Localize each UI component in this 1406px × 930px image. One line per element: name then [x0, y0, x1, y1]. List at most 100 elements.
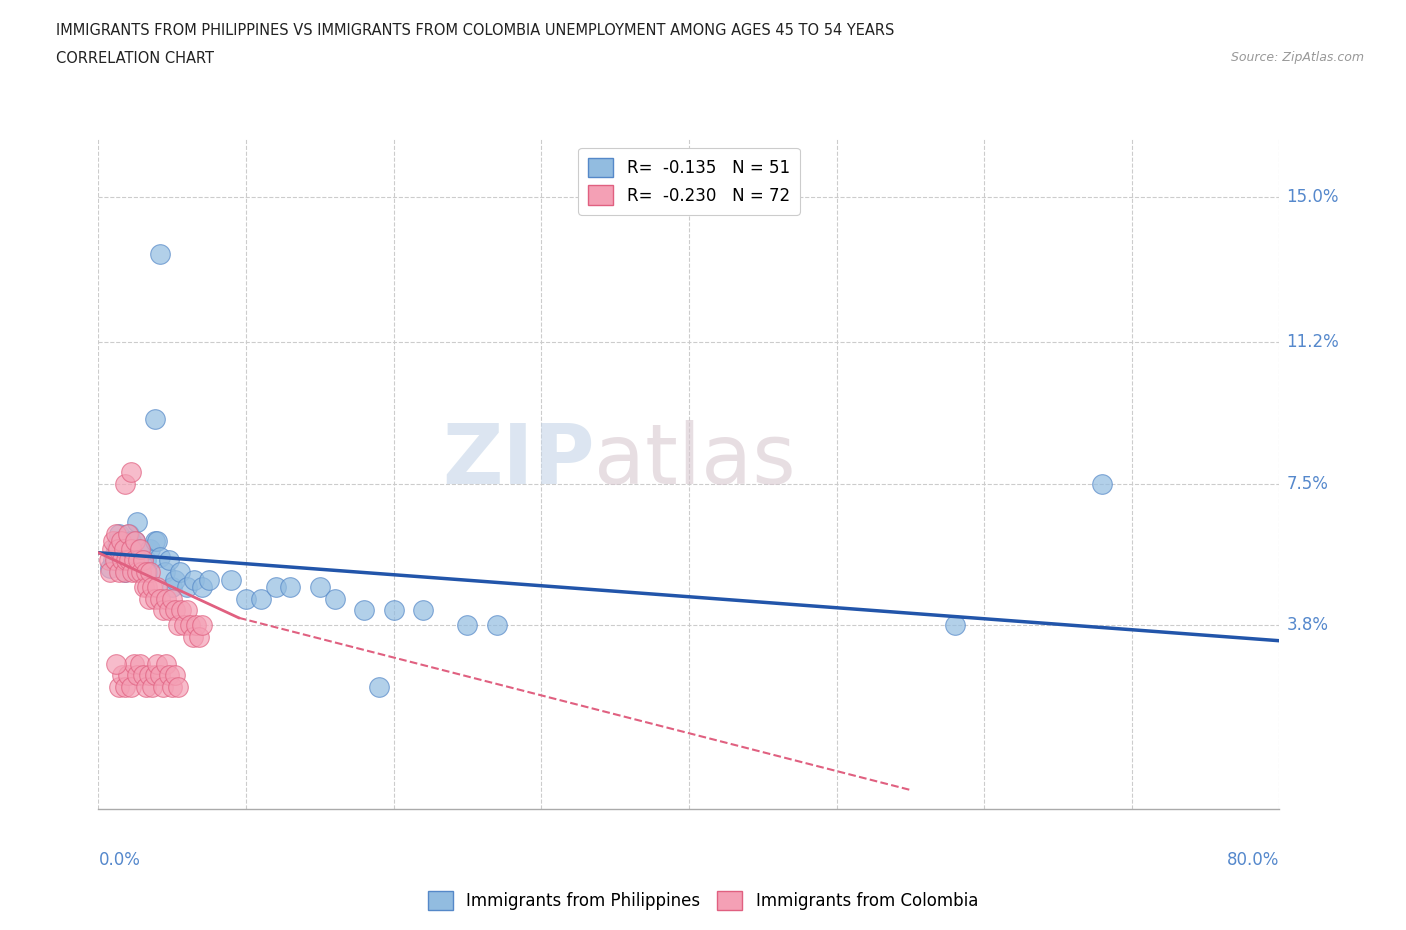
Text: 11.2%: 11.2% — [1286, 333, 1340, 352]
Point — [264, 579, 287, 594]
Point — [167, 679, 190, 694]
Point — [124, 534, 146, 549]
Point — [353, 603, 375, 618]
Point — [191, 579, 214, 594]
Point — [152, 603, 174, 618]
Point — [114, 565, 136, 579]
Point — [111, 553, 134, 568]
Point — [128, 565, 150, 579]
Point — [138, 591, 160, 606]
Point — [121, 541, 143, 556]
Point — [368, 679, 391, 694]
Text: 7.5%: 7.5% — [1286, 475, 1329, 493]
Point — [122, 553, 145, 568]
Point — [132, 668, 155, 683]
Point — [143, 591, 166, 606]
Point — [117, 557, 139, 572]
Point — [155, 591, 177, 606]
Point — [122, 657, 145, 671]
Point — [110, 534, 132, 549]
Point — [107, 534, 129, 549]
Point — [110, 553, 132, 568]
Point — [167, 618, 190, 633]
Point — [157, 553, 180, 568]
Point — [120, 465, 142, 480]
Point — [169, 565, 191, 579]
Point — [143, 411, 166, 426]
Point — [122, 553, 145, 568]
Point — [153, 565, 176, 579]
Point — [117, 668, 139, 683]
Point — [111, 541, 134, 556]
Point — [134, 579, 156, 594]
Point — [125, 565, 148, 579]
Point — [129, 565, 152, 579]
Point — [125, 668, 148, 683]
Point — [98, 565, 121, 579]
Point — [382, 603, 405, 618]
Point — [127, 553, 149, 568]
Text: IMMIGRANTS FROM PHILIPPINES VS IMMIGRANTS FROM COLOMBIA UNEMPLOYMENT AMONG AGES : IMMIGRANTS FROM PHILIPPINES VS IMMIGRANT… — [56, 23, 894, 38]
Text: 0.0%: 0.0% — [98, 851, 141, 869]
Text: ZIP: ZIP — [441, 420, 595, 501]
Point — [146, 657, 169, 671]
Point — [124, 534, 146, 549]
Point — [138, 668, 160, 683]
Point — [114, 476, 136, 491]
Point — [118, 553, 141, 568]
Legend: Immigrants from Philippines, Immigrants from Colombia: Immigrants from Philippines, Immigrants … — [422, 884, 984, 917]
Point — [184, 618, 207, 633]
Point — [165, 603, 187, 618]
Text: CORRELATION CHART: CORRELATION CHART — [56, 51, 214, 66]
Point — [176, 579, 198, 594]
Point — [170, 603, 193, 618]
Point — [165, 668, 187, 683]
Point — [152, 679, 174, 694]
Point — [149, 549, 172, 564]
Point — [98, 561, 121, 576]
Point — [155, 657, 177, 671]
Point — [127, 541, 149, 556]
Point — [135, 553, 157, 568]
Point — [162, 579, 183, 594]
Point — [105, 657, 128, 671]
Legend: R=  -0.135   N = 51, R=  -0.230   N = 72: R= -0.135 N = 51, R= -0.230 N = 72 — [578, 148, 800, 215]
Point — [191, 618, 214, 633]
Point — [97, 553, 120, 568]
Point — [125, 514, 148, 529]
Point — [162, 679, 183, 694]
Text: 15.0%: 15.0% — [1286, 188, 1339, 206]
Point — [309, 579, 332, 594]
Point — [157, 668, 180, 683]
Point — [105, 541, 128, 556]
Point — [235, 591, 257, 606]
Point — [198, 572, 221, 587]
Point — [105, 526, 128, 541]
Text: 80.0%: 80.0% — [1227, 851, 1279, 869]
Point — [121, 565, 143, 579]
Point — [157, 603, 180, 618]
Point — [486, 618, 509, 633]
Point — [1091, 476, 1114, 491]
Point — [128, 657, 150, 671]
Point — [103, 534, 125, 549]
Point — [108, 526, 131, 541]
Point — [132, 553, 155, 568]
Point — [114, 565, 136, 579]
Point — [250, 591, 273, 606]
Point — [103, 553, 125, 568]
Point — [162, 591, 183, 606]
Point — [146, 534, 169, 549]
Point — [139, 565, 162, 579]
Point — [149, 246, 172, 261]
Point — [135, 565, 157, 579]
Point — [104, 553, 127, 568]
Point — [107, 541, 129, 556]
Point — [149, 668, 172, 683]
Point — [165, 572, 187, 587]
Point — [115, 553, 138, 568]
Point — [141, 579, 163, 594]
Point — [100, 541, 122, 556]
Point — [143, 668, 166, 683]
Point — [108, 565, 131, 579]
